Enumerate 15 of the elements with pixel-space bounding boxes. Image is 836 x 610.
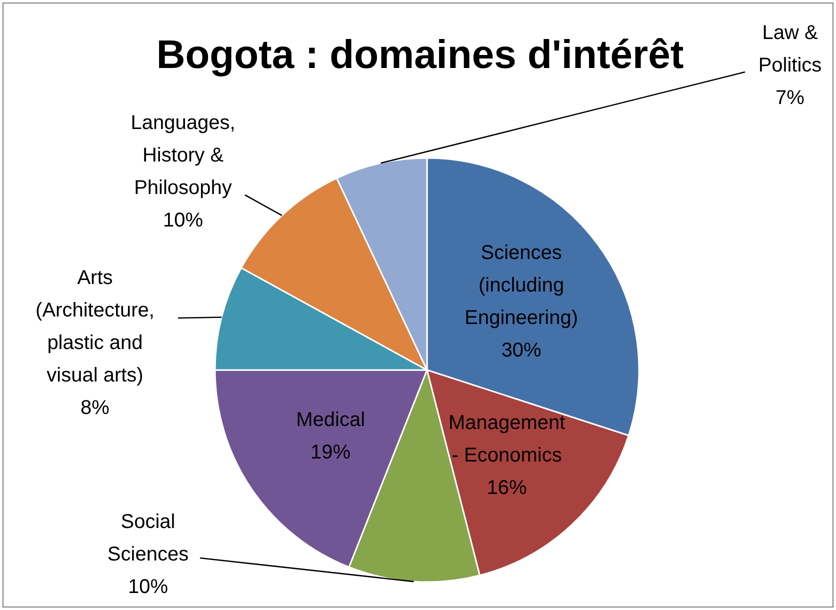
slice-label: Management - Economics <box>448 412 566 466</box>
data-label: 30% <box>501 339 542 362</box>
slice-label: Languages, History & Philosophy <box>130 112 236 199</box>
slice-label: Medical <box>296 409 366 432</box>
slice-label: Arts (Architecture, plastic and visual arts) <box>36 267 154 386</box>
slice-label: Sciences (including Engineering) <box>464 242 578 329</box>
data-label: 10% <box>128 576 168 598</box>
data-label: 10% <box>162 210 204 232</box>
data-label: 16% <box>486 477 528 499</box>
data-label: 8% <box>80 397 110 419</box>
data-label: 7% <box>776 87 805 109</box>
slice-label: Social Sciences <box>107 511 189 566</box>
slice-label: Law & Politics <box>758 22 822 76</box>
chart-title: Bogota : domaines d'intérêt <box>156 33 684 77</box>
data-label: 19% <box>310 442 351 464</box>
